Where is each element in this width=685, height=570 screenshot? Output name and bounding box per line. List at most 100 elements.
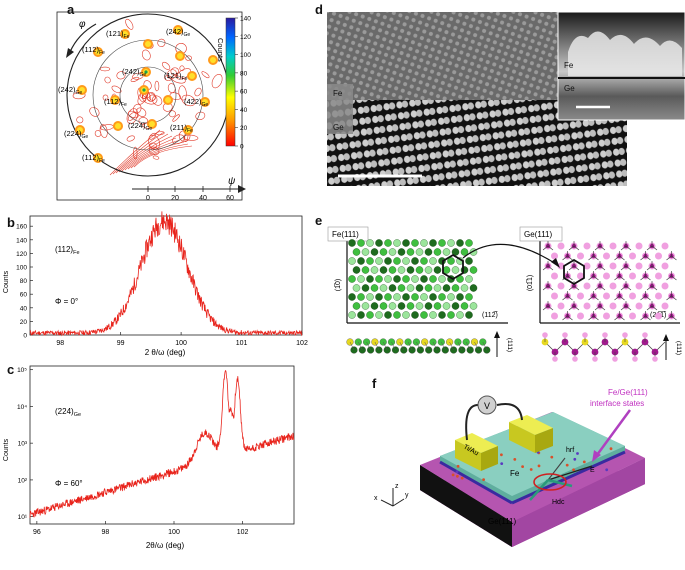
ge-bond (593, 295, 599, 301)
chart-b-xlabel: 2 θ/ω (deg) (145, 348, 186, 357)
chart-c-series-line (29, 370, 295, 518)
magnetization-arrow (547, 478, 573, 488)
tem-inset-fe-label: Fe (564, 61, 574, 70)
fe-atom (361, 248, 370, 256)
fe-hexagon-highlight (442, 253, 464, 281)
fe-side-bond (474, 341, 479, 351)
fe-atom (384, 239, 392, 247)
fe-atom (379, 284, 388, 292)
tem-fe-label: Fe (333, 89, 343, 98)
ge-bond (614, 255, 620, 261)
fe-atom (375, 257, 383, 265)
spot-label: (112)Fe (104, 97, 127, 108)
diffraction-spot-core (79, 87, 85, 93)
ge-bond (567, 255, 573, 261)
chart-c-ticks: 96 98 100 102 10¹ 10² 10³ 10⁴ 10⁵ (17, 367, 249, 536)
fe-atom (460, 248, 469, 256)
contour-loop (111, 85, 122, 94)
ge-bond (588, 295, 594, 301)
interface-line-front (439, 460, 513, 505)
colorbar-tick-label: 80 (240, 70, 248, 77)
ge-atom (661, 282, 669, 290)
ge-bond (640, 315, 646, 321)
fe-atom (388, 248, 397, 256)
pole-figure-spots (75, 25, 218, 163)
ge-atom (629, 272, 636, 280)
fe-atom (406, 302, 415, 310)
fe-atom (357, 239, 365, 247)
fe-atom (357, 257, 365, 265)
chart-b-series-line (29, 211, 303, 337)
contour-streak (121, 137, 177, 172)
phi-label: φ (79, 19, 86, 30)
contour-streak (127, 141, 185, 170)
ge-bond (568, 265, 575, 271)
contour-loop (94, 130, 102, 137)
carrier-dot (609, 447, 613, 451)
fe-atom (465, 239, 473, 247)
contact-right-front (509, 422, 535, 453)
fe-atom (366, 275, 374, 283)
ge-side-atom (652, 356, 658, 362)
ge-bond (671, 295, 677, 301)
ge-atom (635, 262, 643, 270)
fe-atom (447, 257, 455, 265)
spot-label: (224)Ge (64, 129, 88, 140)
fe-side-bond (432, 341, 438, 351)
fe-atom (352, 302, 361, 310)
ge-bond (573, 265, 580, 271)
ge-bond (671, 315, 677, 321)
panel-letter-c: c (7, 362, 15, 377)
fe-side-view (346, 338, 491, 354)
chart-b-ylabel: Counts (3, 270, 10, 293)
fe-atom (397, 302, 406, 310)
ge-side-atom (602, 332, 608, 338)
fe-atom (429, 275, 437, 283)
psi-tick-label: 0 (146, 195, 150, 202)
ge-atom (655, 292, 662, 300)
ge-bond (588, 315, 594, 321)
fe-atom (397, 248, 406, 256)
fe-title-box (327, 226, 369, 242)
ge-bond (620, 305, 627, 311)
contact-left-side (481, 446, 498, 471)
psi-tick-label: 20 (171, 195, 179, 202)
colorbar-tick-label: 0 (240, 144, 244, 151)
tem-inset-ge-label: Ge (564, 84, 575, 93)
contour-loop (99, 66, 111, 72)
fe-atom (406, 284, 415, 292)
ge-bond (646, 245, 653, 251)
ge-atom (551, 272, 558, 280)
ge-bond (588, 255, 594, 261)
tem-ge-label: Ge (333, 123, 344, 132)
colorbar-label: Counts (216, 38, 225, 62)
ge-atom (557, 262, 565, 270)
fe-atom (456, 293, 464, 301)
ge-atom (551, 312, 558, 320)
fe-atom (393, 275, 401, 283)
y-tick-label: 10³ (18, 441, 28, 448)
ge-atom (661, 262, 669, 270)
contour-streak (109, 129, 161, 176)
y-tick-label: 10¹ (18, 514, 28, 521)
fe-atom (451, 266, 460, 274)
fe-atom (388, 302, 397, 310)
carrier-dot (537, 464, 541, 468)
ge-bond (567, 295, 573, 301)
contour-loop (195, 111, 206, 121)
ge-atom (583, 262, 591, 270)
diffraction-spot-core (177, 53, 183, 59)
phi-arrowhead-icon (66, 48, 74, 58)
contour-loop (201, 71, 210, 79)
contour-loop (126, 135, 135, 142)
fe-atom (460, 284, 469, 292)
psi-label: ψ (228, 176, 236, 187)
mapping-arrow (462, 243, 557, 265)
ge-atom (635, 242, 643, 250)
ge-side-atom (542, 332, 548, 338)
spot-label: (242)Ge (166, 27, 190, 38)
diffraction-spot-core (122, 31, 128, 37)
fe-atom (433, 266, 442, 274)
fe-atom (348, 275, 356, 283)
